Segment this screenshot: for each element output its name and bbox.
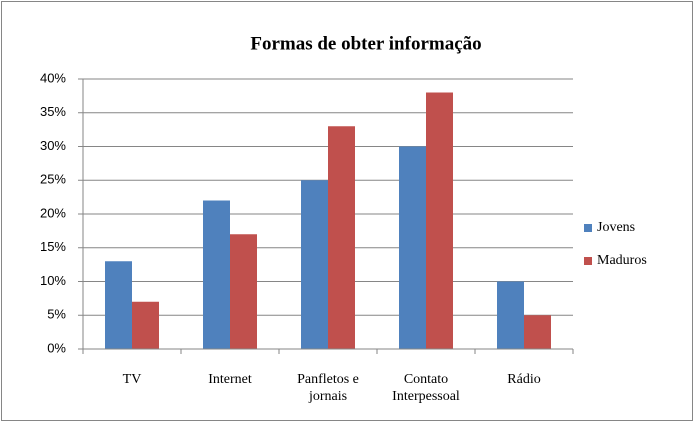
y-tick-label: 35% [40,104,66,119]
legend-label: Maduros [597,253,647,268]
bar [328,126,355,349]
y-tick-label: 5% [47,307,66,322]
bar [105,261,132,349]
x-tick-label: Panfletos e jornais [297,372,359,404]
bar [301,180,328,349]
y-tick-label: 20% [40,205,66,220]
legend-label: Jovens [597,220,635,235]
bar [230,234,257,349]
y-tick-label: 0% [47,340,66,355]
bar [426,92,453,349]
x-tick-label: Contato Interpessoal [392,372,460,404]
y-tick-label: 30% [40,138,66,153]
bar [524,315,551,349]
y-tick-label: 25% [40,172,66,187]
x-tick-label: Internet [208,372,252,387]
bar [203,200,230,349]
chart-title: Formas de obter informação [250,33,481,54]
y-tick-label: 15% [40,239,66,254]
bar [497,281,524,349]
x-tick-label: Rádio [507,372,541,387]
bar [132,301,159,349]
bar [399,146,426,349]
y-tick-label: 40% [40,70,66,85]
legend-swatch [584,224,592,232]
y-tick-label: 10% [40,273,66,288]
x-tick-label: TV [122,372,142,387]
legend-swatch [584,257,592,265]
